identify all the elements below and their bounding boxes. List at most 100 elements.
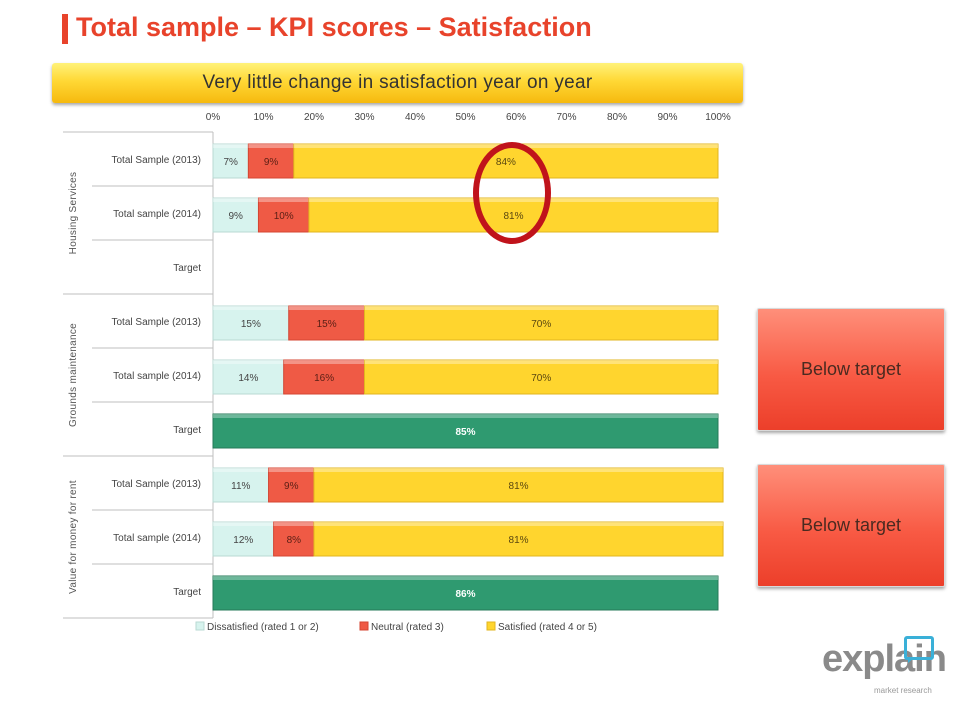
data-label: 10% (274, 211, 294, 222)
bar-segment (212, 305, 290, 341)
legend-swatch (359, 621, 369, 631)
target-label: 85% (455, 427, 475, 438)
data-label: 15% (317, 319, 337, 330)
x-tick-label: 100% (705, 112, 731, 123)
data-label: 11% (231, 481, 250, 492)
below-target-label: Below target (800, 359, 902, 379)
data-label: 9% (284, 481, 299, 492)
highlight-ring (473, 142, 551, 244)
data-label: 81% (503, 211, 523, 222)
bar-segment (313, 521, 724, 557)
legend-label: Satisfied (rated 4 or 5) (498, 622, 597, 633)
bar-segment-gloss (213, 198, 259, 202)
bar-segment-gloss (308, 198, 718, 202)
x-tick-label: 40% (405, 112, 425, 123)
data-label: 84% (496, 157, 516, 168)
x-tick-label: 70% (556, 112, 576, 123)
below-target-callout-grounds: Below target (757, 308, 945, 431)
key-finding-banner: Very little change in satisfaction year … (52, 63, 743, 103)
bar-segment-gloss (364, 360, 718, 364)
bar-segment (313, 467, 724, 503)
bar-segment-gloss (258, 198, 309, 202)
target-bar (212, 413, 719, 449)
title-accent-bar (62, 14, 68, 44)
legend-label: Neutral (rated 3) (371, 622, 444, 633)
speech-bubble-icon (904, 636, 934, 660)
row-label: Total sample (2014) (113, 371, 201, 382)
bar-segment (212, 197, 259, 233)
bar-segment-gloss (248, 144, 294, 148)
page-title: Total sample – KPI scores – Satisfaction (76, 12, 592, 42)
bar-segment (283, 359, 366, 395)
bar-segment (212, 467, 270, 503)
bar-segment (293, 143, 719, 179)
bar-segment (308, 197, 719, 233)
row-label: Total sample (2014) (113, 209, 201, 220)
row-label: Total Sample (2013) (112, 155, 202, 166)
group-label: Value for money for rent (68, 480, 79, 594)
data-label: 81% (509, 481, 529, 492)
data-label: 81% (509, 535, 529, 546)
below-target-callout-value: Below target (757, 464, 945, 587)
x-tick-label: 50% (455, 112, 475, 123)
data-label: 9% (264, 157, 279, 168)
below-target-label: Below target (800, 515, 902, 535)
key-finding-text: Very little change in satisfaction year … (202, 72, 593, 93)
data-label: 14% (238, 373, 258, 384)
target-bar-gloss (213, 414, 718, 418)
target-label: 86% (455, 589, 475, 600)
bar-segment (364, 305, 719, 341)
group-label: Housing Services (68, 172, 79, 255)
row-label: Total Sample (2013) (112, 479, 202, 490)
bar-segment-gloss (314, 522, 724, 526)
data-label: 15% (241, 319, 261, 330)
data-label: 16% (314, 373, 334, 384)
bar-segment-gloss (273, 522, 314, 526)
row-label: Target (173, 587, 201, 598)
bar-segment (364, 359, 719, 395)
x-tick-label: 0% (206, 112, 221, 123)
x-tick-label: 80% (607, 112, 627, 123)
bar-segment-gloss (213, 144, 249, 148)
legend-swatch (486, 621, 496, 631)
legend-swatch (195, 621, 205, 631)
bar-segment-gloss (314, 468, 724, 472)
bar-segment-gloss (213, 468, 269, 472)
data-label: 8% (287, 535, 302, 546)
group-label: Grounds maintenance (68, 323, 79, 427)
bar-segment-gloss (213, 360, 284, 364)
legend-label: Dissatisfied (rated 1 or 2) (207, 622, 319, 633)
bar-segment-gloss (283, 360, 365, 364)
bar-segment (247, 143, 295, 179)
bar-segment-gloss (364, 306, 718, 310)
row-label: Target (173, 425, 201, 436)
x-tick-label: 60% (506, 112, 526, 123)
target-bar (212, 575, 719, 611)
x-tick-label: 30% (354, 112, 374, 123)
bar-segment-gloss (213, 522, 274, 526)
row-label: Total sample (2014) (113, 533, 201, 544)
data-label: 70% (531, 319, 551, 330)
bar-segment (212, 521, 275, 557)
data-label: 7% (223, 157, 238, 168)
bar-segment (273, 521, 315, 557)
data-label: 9% (228, 211, 243, 222)
target-bar-gloss (213, 576, 718, 580)
explain-logo: explain market research (822, 636, 947, 695)
bar-segment-gloss (288, 306, 365, 310)
data-label: 70% (531, 373, 551, 384)
row-label: Total Sample (2013) (112, 317, 202, 328)
bar-segment-gloss (213, 306, 289, 310)
x-tick-label: 10% (253, 112, 273, 123)
x-tick-label: 90% (657, 112, 677, 123)
logo-tagline: market research (874, 686, 932, 695)
bar-segment-gloss (293, 144, 718, 148)
bar-segment (212, 359, 285, 395)
bar-segment (268, 467, 315, 503)
x-tick-label: 20% (304, 112, 324, 123)
bar-segment-gloss (268, 468, 314, 472)
bar-segment (257, 197, 310, 233)
row-label: Target (173, 263, 201, 274)
bar-segment (212, 143, 249, 179)
data-label: 12% (233, 535, 253, 546)
